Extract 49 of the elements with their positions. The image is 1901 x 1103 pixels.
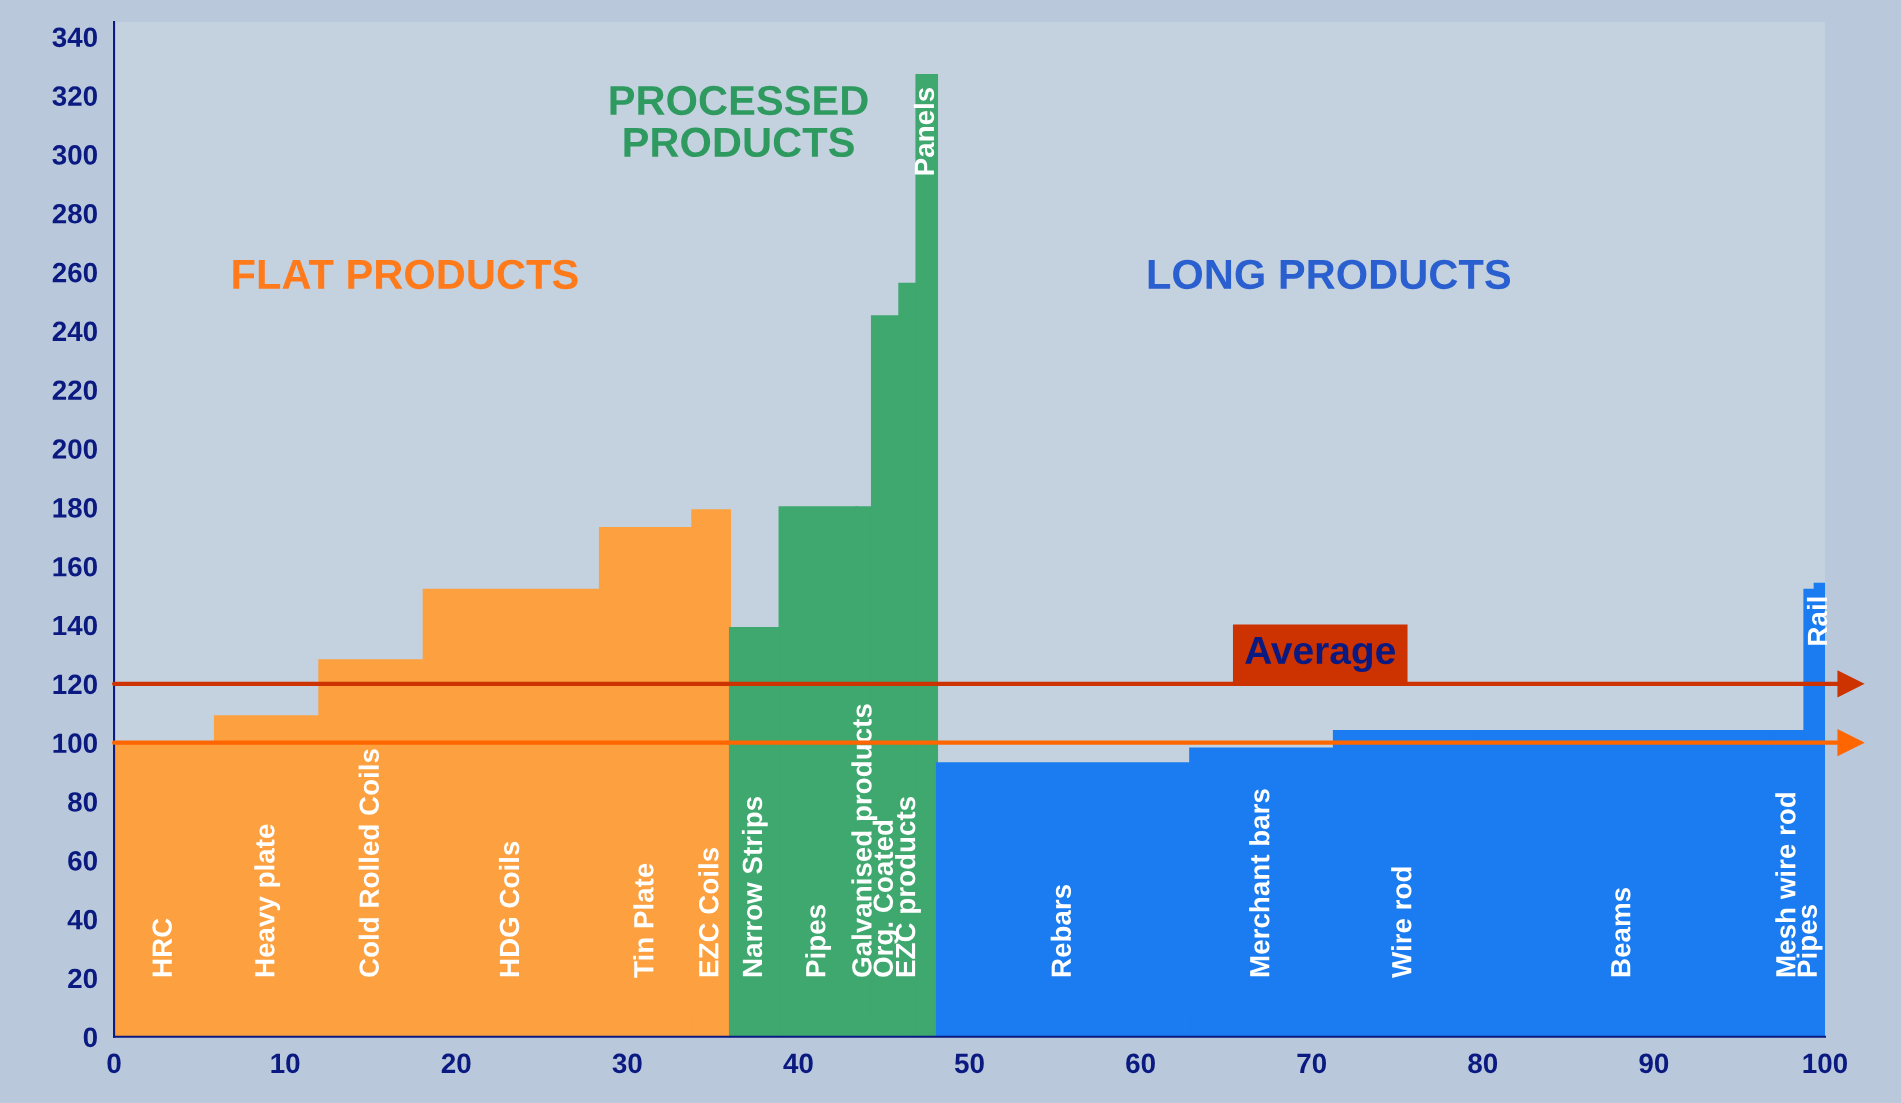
category-label: Beams	[1611, 888, 1631, 977]
y-tick-label: 60	[68, 851, 97, 871]
category-label: HRC	[152, 918, 172, 977]
y-tick-label: 280	[52, 203, 97, 224]
category-label: Rebars	[1050, 884, 1072, 977]
category-label: Narrow Strips	[741, 796, 768, 977]
category-label: EZC Coils	[698, 847, 719, 977]
x-tick-label: 80	[1468, 1053, 1498, 1074]
y-tick-label: 240	[52, 321, 97, 342]
category-label: Wire rod	[1391, 867, 1412, 978]
x-tick-label: 60	[1126, 1053, 1155, 1074]
category-label: Merchant bars	[1249, 789, 1270, 977]
y-tick-label: 340	[52, 27, 97, 48]
y-tick-label: 160	[53, 556, 97, 577]
ref-line-label: Average	[1245, 637, 1395, 673]
y-tick-label: 100	[53, 733, 97, 754]
y-tick-label: 200	[52, 439, 97, 459]
category-label: Cold Rolled Coils	[358, 749, 380, 977]
category-label: Tin Plate	[633, 863, 654, 978]
y-tick-label: 40	[67, 909, 97, 930]
category-label: Pipes	[805, 905, 832, 977]
category-label: Rail	[1806, 597, 1828, 645]
x-tick-label: 50	[954, 1053, 984, 1074]
category-label: Heavy plate	[254, 824, 281, 977]
category-label: Mesh wire rod	[1775, 793, 1796, 977]
category-label: Panels	[913, 87, 935, 175]
annotation: PROCESSED PRODUCTS	[610, 85, 868, 158]
x-tick-label: 100	[1803, 1053, 1847, 1074]
x-tick-label: 30	[612, 1053, 642, 1074]
category-label: Pipes	[1796, 905, 1823, 977]
y-tick-label: 320	[52, 86, 97, 106]
x-tick-label: 40	[783, 1053, 813, 1074]
y-tick-label: 260	[52, 262, 97, 283]
x-tick-label: 10	[271, 1053, 300, 1074]
annotation: FLAT PRODUCTS	[233, 259, 578, 290]
x-tick-label: 90	[1639, 1053, 1669, 1074]
annotation: LONG PRODUCTS	[1148, 259, 1511, 290]
y-tick-label: 120	[53, 674, 97, 695]
y-tick-label: 140	[53, 615, 97, 636]
x-tick-label: 20	[441, 1053, 471, 1074]
y-tick-label: 80	[68, 792, 97, 812]
y-tick-label: 300	[52, 145, 97, 165]
y-tick-label: 20	[68, 968, 97, 989]
category-label: HDG Coils	[498, 841, 520, 977]
x-tick-label: 0	[107, 1053, 121, 1074]
y-tick-label: 180	[53, 498, 97, 518]
y-tick-label: 0	[83, 1027, 97, 1048]
y-tick-label: 220	[52, 380, 97, 401]
x-tick-label: 70	[1297, 1053, 1326, 1074]
